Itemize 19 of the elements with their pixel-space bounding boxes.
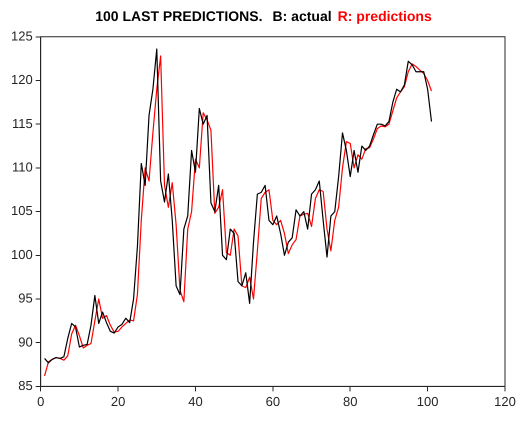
- y-tick-label: 100: [10, 246, 33, 262]
- y-tick-label: 120: [10, 72, 33, 88]
- x-tick-label: 120: [494, 394, 516, 409]
- chart-title: 100 LAST PREDICTIONS.: [95, 8, 262, 24]
- text: R: predictions: [338, 8, 432, 24]
- x-tick-label: 0: [37, 394, 44, 409]
- x-tick-label: 80: [342, 394, 358, 409]
- y-tick-label: 105: [10, 203, 33, 218]
- text: B: actual: [272, 8, 332, 24]
- y-tick-label: 95: [18, 290, 33, 306]
- x-tick-label: 100: [416, 394, 438, 409]
- y-tick-label: 85: [18, 378, 33, 393]
- y-tick-label: 90: [18, 334, 33, 350]
- x-tick-label: 60: [266, 394, 280, 409]
- y-tick-label: 125: [10, 28, 33, 44]
- x-tick-label: 40: [188, 394, 203, 409]
- x-tick-label: 20: [110, 394, 126, 409]
- y-tick-label: 110: [12, 159, 33, 174]
- y-tick-label: 115: [12, 116, 33, 131]
